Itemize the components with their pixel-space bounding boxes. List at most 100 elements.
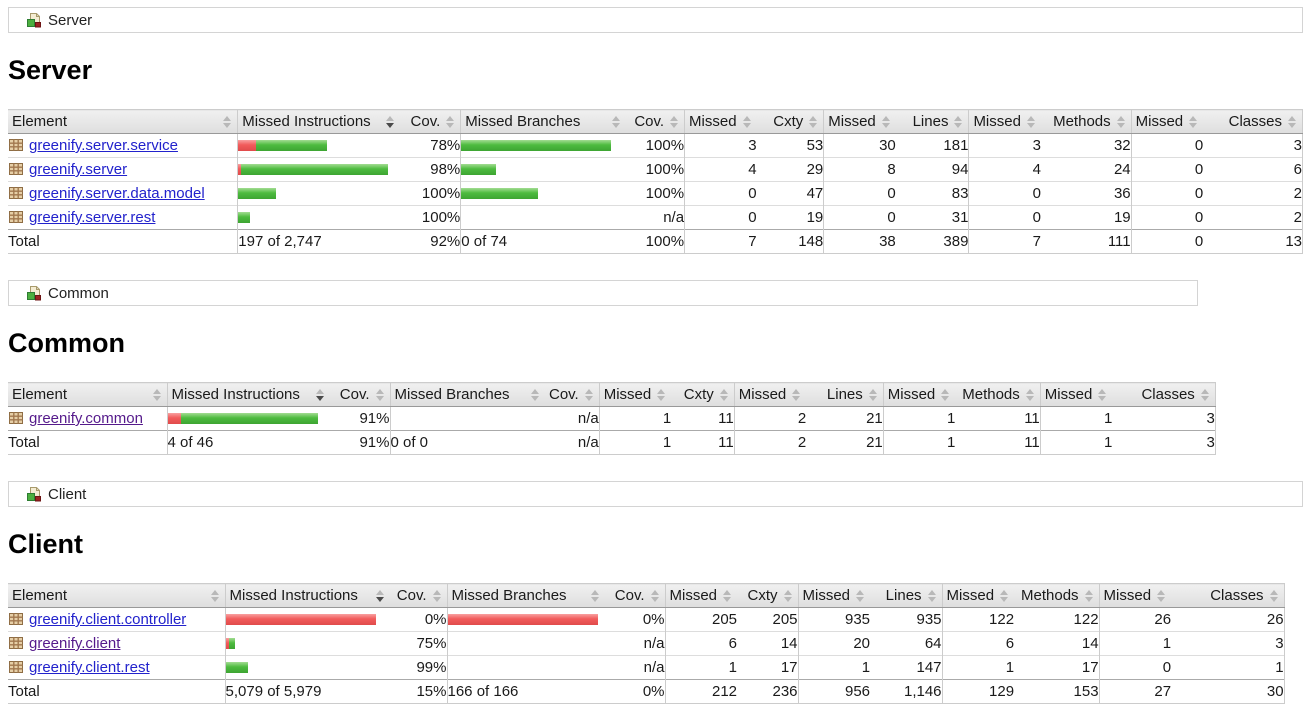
col-header-missed[interactable]: Missed bbox=[733, 382, 807, 407]
classes-cell: 2 bbox=[1203, 181, 1304, 206]
missed-methods-cell: 6 bbox=[941, 631, 1015, 656]
col-header-missed[interactable]: Missed bbox=[684, 109, 757, 134]
col-header-missed[interactable]: Missed bbox=[1039, 382, 1113, 407]
package-icon bbox=[9, 163, 23, 175]
page-title: Common bbox=[8, 328, 125, 358]
col-header-cov-[interactable]: Cov. bbox=[625, 109, 685, 134]
total-row: Total 4 of 46 91% 0 of 0 n/a 1 11 2 21 1 11 1 3 bbox=[8, 430, 1216, 455]
package-link[interactable]: greenify.server.data.model bbox=[29, 185, 205, 202]
package-icon bbox=[9, 139, 23, 151]
package-link[interactable]: greenify.client.controller bbox=[29, 611, 187, 628]
sort-icon bbox=[783, 589, 792, 602]
lines-cell: 181 bbox=[943, 137, 969, 154]
col-header-missed[interactable]: Missed bbox=[882, 382, 956, 407]
sort-icon bbox=[881, 115, 890, 128]
missed-instructions-bar-cell bbox=[166, 406, 330, 431]
col-header-missed[interactable]: Missed bbox=[664, 583, 738, 608]
instructions-coverage-cell: 100% bbox=[400, 205, 461, 230]
column-header-content: Classes bbox=[1116, 386, 1209, 403]
col-header-classes[interactable]: Classes bbox=[1112, 382, 1216, 407]
missed-branches-bar-cell bbox=[446, 607, 605, 632]
col-header-missed-instructions[interactable]: Missed Instructions bbox=[224, 583, 390, 608]
total-lines: 389 bbox=[895, 229, 969, 254]
col-header-cov-[interactable]: Cov. bbox=[545, 382, 600, 407]
col-header-cxty[interactable]: Cxty bbox=[671, 382, 735, 407]
cxty-cell: 47 bbox=[756, 181, 824, 206]
column-header-label: Missed Instructions bbox=[171, 386, 300, 403]
package-link[interactable]: greenify.client bbox=[29, 635, 121, 652]
col-header-classes[interactable]: Classes bbox=[1171, 583, 1285, 608]
col-header-missed[interactable]: Missed bbox=[823, 109, 896, 134]
col-header-cov-[interactable]: Cov. bbox=[390, 583, 447, 608]
col-header-missed[interactable]: Missed bbox=[1098, 583, 1172, 608]
coverage-bar bbox=[461, 188, 539, 199]
page-title: Server bbox=[8, 55, 93, 85]
cxty-cell: 29 bbox=[756, 157, 824, 182]
col-header-missed[interactable]: Missed bbox=[941, 583, 1015, 608]
col-header-element[interactable]: Element bbox=[8, 109, 238, 134]
column-header-content: Lines bbox=[810, 386, 877, 403]
methods-cell: 36 bbox=[1040, 181, 1132, 206]
sort-icon bbox=[941, 388, 950, 401]
col-header-cov-[interactable]: Cov. bbox=[330, 382, 390, 407]
element-cell: greenify.client bbox=[8, 631, 225, 656]
col-header-missed-branches[interactable]: Missed Branches bbox=[389, 382, 545, 407]
col-header-classes[interactable]: Classes bbox=[1203, 109, 1304, 134]
col-header-missed-branches[interactable]: Missed Branches bbox=[460, 109, 626, 134]
total-missed-methods: 7 bbox=[968, 229, 1041, 254]
col-header-methods[interactable]: Methods bbox=[955, 382, 1041, 407]
package-icon bbox=[9, 637, 23, 649]
methods-cell: 122 bbox=[1073, 611, 1099, 628]
col-header-lines[interactable]: Lines bbox=[870, 583, 943, 608]
col-header-element[interactable]: Element bbox=[8, 583, 225, 608]
sort-icon bbox=[670, 115, 679, 128]
col-header-methods[interactable]: Methods bbox=[1014, 583, 1100, 608]
total-branches-coverage: 100% bbox=[625, 229, 685, 254]
element-cell: greenify.server bbox=[8, 157, 238, 182]
lines-cell: 94 bbox=[895, 157, 969, 182]
breadcrumb-label: Server bbox=[48, 11, 93, 29]
col-header-element[interactable]: Element bbox=[8, 382, 167, 407]
col-header-lines[interactable]: Lines bbox=[895, 109, 969, 134]
col-header-missed-instructions[interactable]: Missed Instructions bbox=[237, 109, 401, 134]
missed-classes-cell: 0 bbox=[1130, 133, 1204, 158]
column-header-label: Cov. bbox=[614, 587, 645, 604]
package-link[interactable]: greenify.server.rest bbox=[29, 209, 156, 226]
column-header-content: Missed bbox=[739, 386, 801, 403]
col-header-missed[interactable]: Missed bbox=[797, 583, 871, 608]
missed-branches-bar-cell bbox=[460, 181, 626, 206]
total-row: Total 5,079 of 5,979 15% 166 of 166 0% 212 236… bbox=[8, 679, 1285, 704]
missed-branches-bar-cell bbox=[460, 157, 626, 182]
col-header-lines[interactable]: Lines bbox=[806, 382, 884, 407]
col-header-missed[interactable]: Missed bbox=[968, 109, 1041, 134]
package-link[interactable]: greenify.client.rest bbox=[29, 659, 150, 676]
col-header-cov-[interactable]: Cov. bbox=[605, 583, 665, 608]
sort-icon bbox=[375, 388, 384, 401]
col-header-cxty[interactable]: Cxty bbox=[756, 109, 824, 134]
column-header-content: Element bbox=[12, 587, 219, 604]
missed-cxty-cell: 3 bbox=[684, 133, 757, 158]
package-link[interactable]: greenify.common bbox=[29, 410, 143, 427]
missed-classes-cell: 0 bbox=[1130, 181, 1204, 206]
column-header-content: Missed bbox=[888, 386, 950, 403]
col-header-cov-[interactable]: Cov. bbox=[400, 109, 461, 134]
total-row: Total 197 of 2,747 92% 0 of 74 100% 7 148 38 389… bbox=[8, 229, 1304, 254]
column-header-content: Cxty bbox=[675, 386, 728, 403]
lines-cell: 83 bbox=[895, 181, 969, 206]
package-link[interactable]: greenify.server bbox=[29, 161, 128, 178]
column-header-content: Missed bbox=[1045, 386, 1107, 403]
col-header-cxty[interactable]: Cxty bbox=[737, 583, 799, 608]
column-header-label: Element bbox=[12, 587, 68, 604]
col-header-methods[interactable]: Methods bbox=[1040, 109, 1132, 134]
package-link[interactable]: greenify.server.service bbox=[29, 137, 178, 154]
classes-cell: 3 bbox=[1203, 133, 1304, 158]
methods-cell: 19 bbox=[1040, 205, 1132, 230]
col-header-missed[interactable]: Missed bbox=[598, 382, 672, 407]
col-header-missed-branches[interactable]: Missed Branches bbox=[446, 583, 605, 608]
col-header-missed[interactable]: Missed bbox=[1130, 109, 1204, 134]
column-header-label: Cov. bbox=[396, 587, 427, 604]
col-header-missed-instructions[interactable]: Missed Instructions bbox=[166, 382, 330, 407]
coverage-bar bbox=[238, 212, 251, 223]
coverage-bar bbox=[461, 140, 612, 151]
column-header-content: Cov. bbox=[334, 386, 384, 403]
